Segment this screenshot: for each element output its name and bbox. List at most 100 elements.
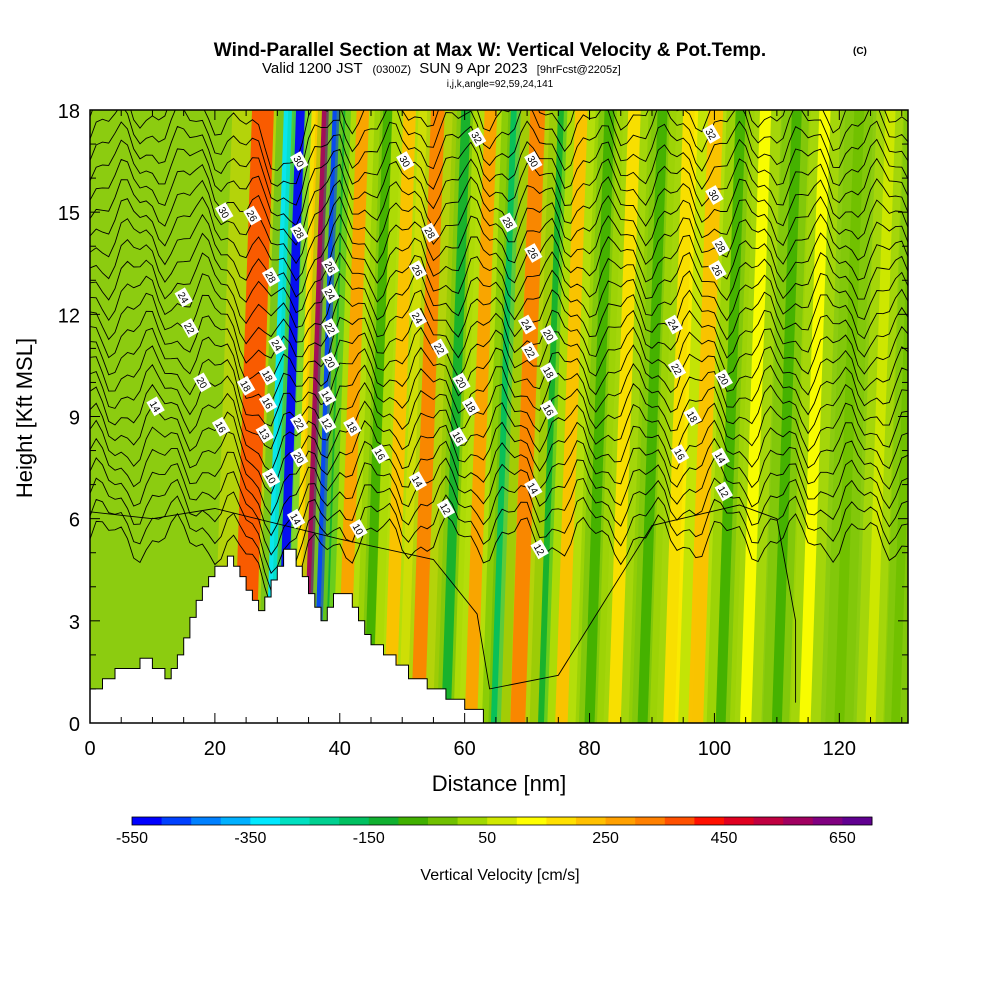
theta-label-text: 30 — [290, 154, 305, 170]
theta-label-text: 24 — [268, 338, 283, 354]
theta-label-5: 30 — [215, 202, 234, 223]
theta-label-text: 12 — [531, 542, 546, 558]
theta-label-text: 30 — [396, 154, 411, 170]
y-tick-label: 15 — [58, 203, 80, 225]
colorbar-tick-label: 50 — [478, 830, 496, 847]
theta-label-31: 24 — [408, 307, 427, 328]
theta-label-51: 18 — [683, 406, 702, 427]
theta-label-bg — [711, 447, 730, 468]
theta-label-bg — [408, 260, 427, 281]
theta-label-text: 24 — [175, 290, 190, 306]
colorbar-swatch-0 — [132, 817, 163, 825]
velocity-band-19 — [637, 110, 668, 723]
velocity-band-18 — [608, 110, 641, 723]
theta-label-55: 26 — [708, 260, 727, 281]
y-axis-label: Height [Kft MSL] — [12, 338, 37, 498]
theta-contour-0 — [90, 512, 908, 608]
theta-label-29: 28 — [421, 222, 440, 243]
velocity-band-9 — [383, 110, 416, 723]
theta-label-23: 14 — [318, 386, 337, 407]
colorbar-swatch-24 — [842, 817, 873, 825]
theta-label-text: 14 — [287, 512, 302, 528]
theta-label-bg — [683, 406, 702, 427]
theta-label-bg — [408, 307, 427, 328]
colorbar-swatch-19 — [694, 817, 725, 825]
theta-contour-6 — [90, 400, 908, 495]
colorbar-swatch-10 — [428, 817, 459, 825]
x-tick-label: 60 — [454, 738, 476, 760]
chart-subtitle: Valid 1200 JST (0300Z) SUN 9 Apr 2023 [9… — [262, 60, 621, 77]
theta-label-text: 18 — [462, 399, 477, 415]
theta-contour-13 — [90, 269, 908, 345]
theta-label-bg — [258, 365, 278, 386]
theta-label-bg — [349, 518, 368, 539]
theta-label-bg — [421, 222, 440, 243]
colorbar-tick-label: -150 — [353, 830, 385, 847]
x-tick-label: 0 — [84, 738, 95, 760]
theta-label-text: 26 — [322, 260, 337, 276]
theta-label-bg — [243, 205, 262, 226]
theta-label-text: 28 — [421, 226, 436, 242]
theta-label-54: 28 — [711, 236, 730, 257]
theta-label-bg — [539, 399, 559, 420]
y-tick-label: 18 — [58, 101, 80, 123]
x-axis: 0 20 40 60 80 100 120 — [84, 110, 903, 760]
theta-label-bg — [499, 212, 518, 233]
velocity-band-11 — [441, 110, 471, 723]
theta-label-bg — [371, 444, 390, 464]
theta-label-text: 12 — [437, 502, 452, 518]
theta-label-26: 10 — [349, 518, 368, 539]
theta-label-bg — [261, 467, 281, 488]
theta-label-text: 14 — [318, 389, 333, 405]
theta-contour-17 — [90, 195, 908, 282]
theta-label-bg — [449, 426, 468, 447]
colorbar-swatch-16 — [605, 817, 636, 825]
theta-label-33: 14 — [408, 471, 427, 492]
theta-label-8: 28 — [261, 266, 281, 287]
theta-label-bg — [670, 444, 690, 464]
velocity-band-25 — [799, 110, 831, 723]
theta-label-text: 18 — [343, 420, 358, 436]
theta-label-text: 32 — [468, 130, 483, 146]
theta-label-bg — [436, 498, 456, 519]
velocity-band-17 — [584, 110, 615, 723]
theta-contour-4 — [90, 437, 908, 537]
colorbar-swatch-14 — [546, 817, 577, 825]
theta-label-52: 16 — [670, 444, 690, 464]
theta-label-bg — [430, 338, 449, 359]
theta-label-text: 12 — [318, 416, 333, 432]
theta-label-text: 22 — [290, 416, 305, 432]
theta-label-text: 14 — [524, 481, 539, 497]
theta-contour-3 — [90, 457, 908, 556]
theta-label-text: 12 — [715, 485, 730, 501]
theta-label-text: 28 — [712, 239, 727, 255]
theta-contour-low — [90, 504, 797, 703]
colorbar-swatch-15 — [576, 817, 607, 825]
colorbar — [131, 816, 873, 826]
theta-label-text: 13 — [256, 427, 271, 443]
theta-label-0: 14 — [146, 396, 165, 417]
theta-label-text: 16 — [540, 403, 555, 419]
theta-label-40: 26 — [524, 243, 543, 263]
theta-label-text: 20 — [453, 376, 468, 392]
theta-label-50: 22 — [667, 358, 687, 379]
theta-label-text: 16 — [212, 420, 227, 436]
colorbar-swatch-23 — [812, 817, 843, 825]
theta-label-bg — [343, 416, 362, 437]
theta-label-text: 32 — [702, 127, 717, 143]
theta-label-16: 22 — [290, 413, 309, 434]
colorbar-swatch-7 — [339, 817, 370, 825]
colorbar-swatch-5 — [280, 817, 311, 825]
theta-label-text: 18 — [259, 369, 274, 385]
theta-label-39: 28 — [499, 212, 518, 233]
theta-label-11: 16 — [258, 392, 278, 413]
theta-label-bg — [539, 324, 559, 345]
theta-label-bg — [467, 127, 487, 148]
theta-label-text: 14 — [712, 451, 727, 467]
theta-label-text: 28 — [262, 270, 277, 286]
velocity-band-14 — [510, 110, 546, 723]
theta-contour-14 — [90, 251, 908, 329]
theta-label-bg — [146, 396, 165, 417]
